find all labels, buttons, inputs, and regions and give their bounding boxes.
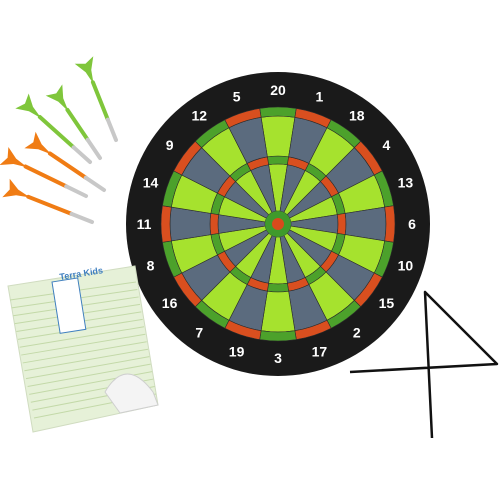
- score-pad-page-curl: [104, 373, 159, 414]
- segment-number: 2: [353, 324, 361, 340]
- segment-triple: [336, 213, 347, 235]
- segment-double: [384, 205, 396, 243]
- dart-flight: [74, 56, 94, 85]
- segment-number: 4: [383, 137, 391, 153]
- segment-double: [160, 205, 172, 243]
- score-pad: Terra Kids: [7, 265, 159, 433]
- segment-number: 7: [195, 324, 203, 340]
- segment-number: 9: [166, 137, 174, 153]
- dart: [15, 93, 92, 164]
- score-pad-column: [51, 277, 87, 334]
- wire-hanger: [349, 290, 499, 439]
- dart-shaft: [65, 107, 90, 142]
- segment-number: 17: [312, 343, 328, 359]
- dart-shaft: [26, 194, 74, 216]
- segment-number: 6: [408, 216, 416, 232]
- dart-flight: [0, 147, 28, 168]
- score-pad-line: [22, 341, 147, 364]
- segment-number: 1: [316, 89, 324, 105]
- segment-triple: [209, 213, 220, 235]
- segment-number: 13: [398, 175, 414, 191]
- segment-triple: [267, 282, 289, 293]
- dart: [0, 147, 88, 198]
- dart-barrel: [69, 211, 94, 224]
- score-pad-line: [25, 356, 150, 380]
- darts-set: [0, 56, 118, 224]
- dart: [24, 131, 106, 192]
- dart-shaft: [90, 80, 110, 122]
- segment-number: 18: [349, 108, 365, 124]
- segment-number: 20: [270, 82, 286, 98]
- dart-shaft: [47, 151, 88, 180]
- dartboard-segments: [160, 106, 396, 342]
- dart-barrel: [71, 145, 92, 164]
- dart: [2, 178, 94, 224]
- dart-barrel: [85, 137, 102, 160]
- segment-number: 5: [233, 89, 241, 105]
- segment-number: 3: [274, 350, 282, 366]
- dart-flight: [45, 84, 69, 112]
- dart: [45, 84, 102, 160]
- dart-barrel: [64, 184, 88, 198]
- score-pad-line: [24, 348, 149, 372]
- bullseye: [272, 218, 284, 230]
- dart: [74, 56, 118, 142]
- score-pad-line: [27, 363, 151, 388]
- segment-number: 15: [379, 295, 395, 311]
- segment-number: 16: [162, 295, 178, 311]
- segment-number: 14: [143, 175, 159, 191]
- segment-triple: [267, 155, 289, 166]
- dart-flight: [24, 131, 52, 155]
- dartboard-numbers: 20 1 18 4 13 6 10 15 2 17 3 19 7 16 8 11 14 9 12 5: [137, 82, 417, 366]
- dart-flight: [15, 93, 42, 119]
- score-pad-line: [21, 333, 146, 356]
- dart-shaft: [23, 164, 69, 189]
- dartboard: 20 1 18 4 13 6 10 15 2 17 3 19 7 16 8 11 14 9 12 5: [126, 72, 430, 376]
- segment-double: [259, 106, 297, 118]
- dart-flight: [2, 178, 31, 198]
- segment-double: [224, 108, 262, 129]
- segment-number: 19: [229, 343, 245, 359]
- segment-number: 10: [398, 257, 414, 273]
- segment-double: [259, 330, 297, 342]
- segment-number: 8: [147, 257, 155, 273]
- dart-shaft: [37, 115, 76, 150]
- segment-number: 11: [137, 216, 152, 232]
- score-pad-line: [19, 326, 145, 348]
- dart-barrel: [105, 117, 118, 142]
- segment-number: 12: [191, 108, 207, 124]
- dart-barrel: [83, 175, 106, 192]
